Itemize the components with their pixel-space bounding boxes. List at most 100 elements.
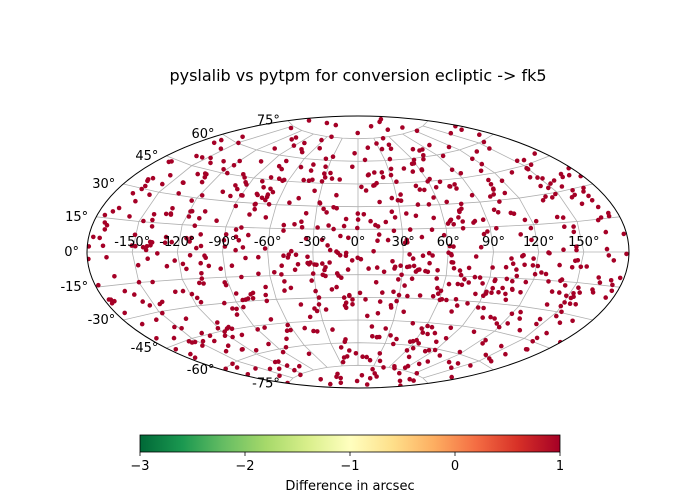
data-point bbox=[404, 348, 410, 353]
data-point bbox=[284, 336, 289, 342]
longitude-tick-label: 30° bbox=[392, 235, 415, 250]
data-point bbox=[132, 292, 137, 297]
data-point bbox=[243, 255, 248, 261]
data-point bbox=[372, 371, 378, 376]
data-point bbox=[272, 270, 277, 275]
data-point bbox=[557, 262, 562, 268]
data-point bbox=[425, 359, 431, 364]
data-point bbox=[509, 311, 515, 317]
data-point bbox=[571, 291, 576, 296]
data-point bbox=[496, 290, 501, 295]
data-point bbox=[546, 250, 551, 255]
data-point bbox=[401, 309, 407, 315]
data-point bbox=[199, 193, 205, 198]
data-point bbox=[401, 166, 407, 171]
data-point bbox=[494, 226, 499, 231]
data-point bbox=[378, 116, 384, 122]
parallel-line bbox=[166, 155, 550, 185]
data-point bbox=[584, 264, 589, 269]
data-point bbox=[333, 122, 339, 128]
longitude-tick-label: 120° bbox=[523, 235, 554, 250]
data-point bbox=[309, 278, 315, 283]
data-point bbox=[487, 146, 492, 151]
parallel-line bbox=[96, 274, 620, 288]
data-point bbox=[488, 358, 494, 364]
data-point bbox=[447, 218, 453, 224]
data-point bbox=[414, 128, 420, 134]
data-point bbox=[316, 295, 322, 300]
colorbar-tick-label: −2 bbox=[235, 459, 254, 474]
data-point bbox=[186, 339, 192, 344]
data-point bbox=[534, 335, 540, 341]
data-point bbox=[133, 198, 138, 204]
data-point bbox=[460, 226, 466, 231]
data-point bbox=[386, 142, 392, 148]
data-point bbox=[510, 287, 515, 293]
data-point bbox=[362, 157, 368, 163]
data-point bbox=[198, 232, 203, 237]
data-point bbox=[454, 186, 459, 191]
colorbar-tick-label: 0 bbox=[451, 459, 459, 474]
data-point bbox=[359, 184, 364, 190]
data-point bbox=[219, 137, 224, 143]
data-point bbox=[365, 145, 371, 150]
parallel-line bbox=[222, 133, 494, 162]
data-point bbox=[157, 301, 163, 307]
data-point bbox=[360, 354, 365, 360]
data-point bbox=[338, 380, 344, 386]
data-point bbox=[164, 263, 170, 269]
data-point bbox=[229, 263, 235, 269]
data-point bbox=[172, 324, 177, 330]
data-point bbox=[502, 190, 508, 196]
data-point bbox=[320, 261, 325, 266]
data-point bbox=[574, 244, 579, 249]
data-point bbox=[537, 316, 543, 322]
data-point bbox=[239, 274, 244, 280]
data-point bbox=[610, 282, 615, 288]
data-point bbox=[144, 244, 150, 249]
data-point bbox=[449, 309, 454, 314]
data-point bbox=[388, 305, 394, 310]
data-point bbox=[365, 313, 370, 319]
data-point bbox=[470, 156, 475, 162]
data-point bbox=[357, 290, 363, 296]
data-point bbox=[472, 274, 478, 280]
data-point bbox=[150, 217, 155, 223]
data-point bbox=[316, 302, 322, 307]
data-point bbox=[291, 143, 297, 148]
data-point bbox=[222, 244, 228, 249]
data-point bbox=[446, 281, 452, 287]
data-point bbox=[240, 245, 246, 250]
data-point bbox=[425, 269, 431, 275]
latitude-tick-label: 15° bbox=[65, 210, 88, 225]
data-point bbox=[391, 289, 396, 295]
data-point bbox=[184, 266, 189, 272]
data-point bbox=[394, 179, 399, 184]
data-point bbox=[324, 120, 330, 126]
data-point bbox=[297, 363, 302, 369]
data-point bbox=[543, 271, 549, 277]
data-point bbox=[416, 361, 422, 367]
longitude-tick-label: -150° bbox=[114, 235, 150, 250]
data-point bbox=[143, 183, 148, 189]
data-point bbox=[200, 343, 205, 348]
colorbar-gradient bbox=[139, 434, 561, 453]
data-point bbox=[198, 260, 203, 266]
data-point bbox=[407, 252, 412, 257]
data-point bbox=[417, 148, 422, 153]
data-point bbox=[367, 376, 373, 381]
data-point bbox=[194, 295, 200, 301]
data-point bbox=[446, 359, 452, 365]
data-point bbox=[268, 175, 274, 180]
data-point bbox=[530, 339, 535, 344]
data-point bbox=[233, 183, 238, 188]
data-point bbox=[444, 297, 449, 303]
data-point bbox=[253, 348, 259, 353]
data-point bbox=[488, 314, 493, 320]
data-point bbox=[473, 254, 479, 259]
data-point bbox=[488, 194, 493, 199]
data-point bbox=[284, 328, 290, 334]
data-point bbox=[397, 370, 402, 376]
data-point bbox=[97, 235, 102, 241]
data-point bbox=[292, 222, 297, 227]
